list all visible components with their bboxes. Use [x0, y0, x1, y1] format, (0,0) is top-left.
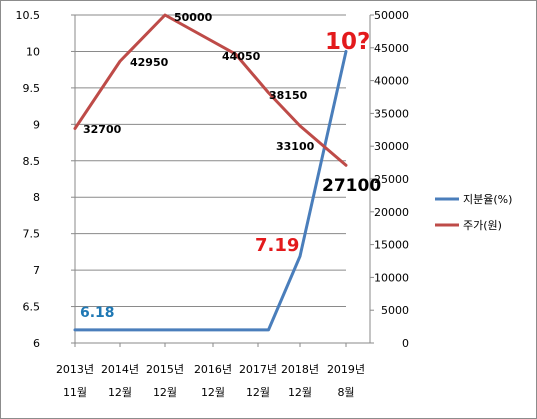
annotations: 6.18 7.19 10? 32700 42950 50000 44050 38… — [80, 11, 381, 321]
legend-label-share: 지분율(%) — [463, 193, 512, 206]
right-axis-label: 10000 — [374, 271, 409, 284]
right-axis-label: 20000 — [374, 206, 409, 219]
data-label-price-2015: 50000 — [174, 11, 213, 24]
x-axis-label-year: 2019년 — [327, 363, 365, 376]
legend-label-price: 주가(원) — [463, 219, 502, 232]
x-axis-label-month: 12월 — [153, 386, 177, 399]
x-axis-label-month: 12월 — [108, 386, 132, 399]
data-label-share-2013: 6.18 — [80, 305, 115, 321]
data-label-price-2013: 32700 — [83, 123, 122, 136]
left-axis-label: 6 — [33, 337, 40, 350]
left-axis-label: 9.5 — [23, 82, 41, 95]
x-axis-label-month: 11월 — [63, 386, 87, 399]
x-axis-label-month: 12월 — [288, 386, 312, 399]
right-axis-label: 25000 — [374, 173, 409, 186]
right-axis-label: 35000 — [374, 107, 409, 120]
x-axis: 2013년 11월 2014년 12월 2015년 12월 2016년 12월 2017년 12월… — [56, 342, 370, 399]
data-label-share-2019: 10? — [325, 29, 370, 55]
x-axis-label-year: 2016년 — [194, 363, 232, 376]
series-line-share — [73, 49, 348, 332]
x-axis-label-month: 12월 — [246, 386, 270, 399]
x-axis-label-month: 12월 — [201, 386, 225, 399]
right-axis-label: 50000 — [374, 9, 409, 22]
x-axis-label-month: 8월 — [337, 386, 354, 399]
right-axis-label: 0 — [402, 337, 409, 350]
x-axis-label-year: 2013년 — [56, 363, 94, 376]
right-axis-label: 30000 — [374, 140, 409, 153]
left-axis-label: 10.5 — [16, 9, 41, 22]
right-axis-label: 15000 — [374, 239, 409, 252]
left-axis-label: 8.5 — [23, 155, 41, 168]
right-axis-label: 5000 — [381, 304, 409, 317]
left-axis-label: 6.5 — [23, 301, 41, 314]
left-axis-label: 7.5 — [23, 228, 41, 241]
left-axis-label: 8 — [33, 191, 40, 204]
x-axis-label-year: 2014년 — [101, 363, 139, 376]
gridlines — [75, 14, 346, 344]
data-label-price-2019: 27100 — [322, 176, 381, 196]
right-axis-label: 40000 — [374, 75, 409, 88]
right-axis-label: 45000 — [374, 42, 409, 55]
series-line-price — [73, 13, 348, 167]
x-axis-label-year: 2017년 — [239, 363, 277, 376]
left-axis-label: 10 — [26, 45, 40, 58]
legend: 지분율(%) 주가(원) — [435, 193, 512, 232]
data-label-price-2018: 33100 — [276, 140, 315, 153]
left-axis: 6 6.5 7 7.5 8 8.5 9 9.5 10 10.5 — [16, 9, 76, 350]
left-axis-label: 7 — [33, 264, 40, 277]
data-label-price-2014: 42950 — [130, 56, 169, 69]
x-axis-label-year: 2015년 — [146, 363, 184, 376]
data-label-price-2016: 44050 — [222, 50, 261, 63]
data-label-price-2017: 38150 — [269, 89, 308, 102]
x-axis-label-year: 2018년 — [281, 363, 319, 376]
series-lines — [73, 13, 348, 332]
data-label-share-2018: 7.19 — [255, 235, 299, 256]
left-axis-label: 9 — [33, 118, 40, 131]
right-axis: 0 5000 10000 15000 20000 25000 30000 35000 40000… — [369, 9, 409, 350]
